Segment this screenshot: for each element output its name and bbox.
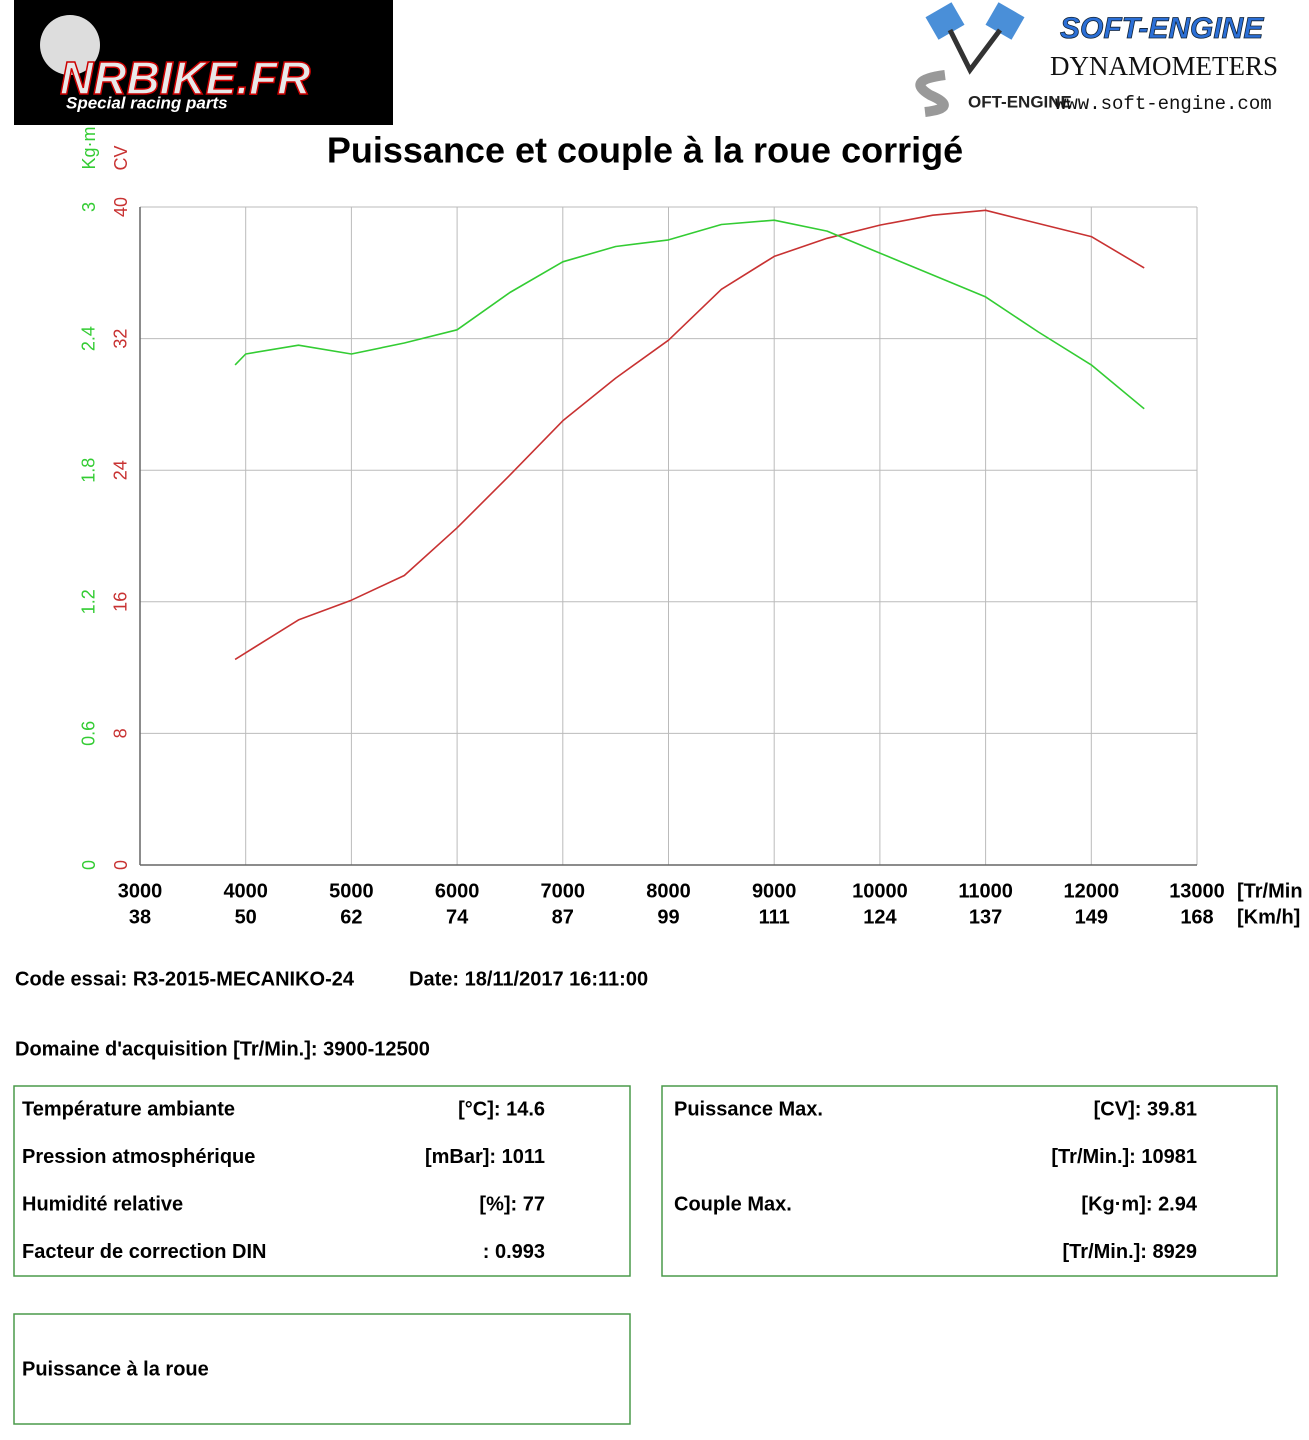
x2-tick-label: 74 [446,906,469,928]
dynamometers: DYNAMOMETERS [1050,51,1278,81]
acquisition: Domaine d'acquisition [Tr/Min.]: 3900-12… [15,1038,430,1060]
x-tick-label: 10000 [852,880,908,902]
y-tick-label: 32 [111,329,131,349]
y-tick-label: 24 [111,460,131,480]
y2-tick-label: 3 [79,202,99,212]
x-tick-label: 13000 [1169,880,1225,902]
series-line [234,209,1145,661]
soft-engine-url: www.soft-engine.com [1055,93,1272,115]
x-tick-label: 9000 [752,880,797,902]
maxima-box [661,1085,1278,1277]
conditions-box [13,1085,631,1277]
row-value: [mBar]: 1011 [425,1146,545,1168]
test-code: Code essai: R3-2015-MECANIKO-24 [15,968,355,990]
x2-tick-label: 50 [235,906,257,928]
y-axis-label: CV [111,145,131,170]
x2-tick-label: 99 [657,906,679,928]
row-label: Humidité relative [22,1193,183,1215]
x-tick-label: 12000 [1063,880,1119,902]
row-value: [CV]: 39.81 [1094,1098,1197,1120]
y2-axis-label: Kg·m [79,126,99,169]
x-tick-label: 6000 [435,880,480,902]
row-label: Couple Max. [674,1193,792,1215]
test-date: Date: 18/11/2017 16:11:00 [409,968,648,990]
x2-tick-label: 111 [759,906,790,928]
y2-tick-label: 1.2 [79,589,99,614]
y-tick-label: 8 [111,728,131,738]
row-label: Pression atmosphérique [22,1146,255,1168]
x2-tick-label: 124 [863,906,897,928]
y2-tick-label: 2.4 [79,326,99,351]
x2-tick-label: 38 [129,906,151,928]
row-value: [Kg·m]: 2.94 [1081,1193,1197,1215]
row-value: [%]: 77 [479,1193,545,1215]
soft-engine-mark: OFT-ENGINE [968,92,1072,111]
nrbike-logo: NRBIKE.FR [60,52,310,104]
row-value: : 0.993 [483,1241,545,1263]
rider-icon [40,15,100,75]
chart-title: Puissance et couple à la roue corrigé [327,130,963,171]
x-tick-label: 7000 [541,880,586,902]
x2-tick-label: 87 [552,906,574,928]
x2-tick-label: 137 [969,906,1002,928]
row-value: [°C]: 14.6 [458,1098,545,1120]
x-tick-label: 11000 [958,880,1013,902]
y-tick-label: 16 [111,592,131,612]
wheel-power: Puissance à la roue [22,1358,209,1380]
y-tick-label: 40 [111,197,131,217]
row-label: Température ambiante [22,1098,235,1120]
row-value: [Tr/Min.]: 8929 [1063,1241,1197,1263]
x-tick-label: 4000 [223,880,268,902]
y2-tick-label: 1.8 [79,458,99,483]
row-label: Facteur de correction DIN [22,1241,267,1263]
y2-tick-label: 0.6 [79,721,99,746]
x-tick-label: 8000 [646,880,691,902]
row-label: Puissance Max. [674,1098,823,1120]
y-tick-label: 0 [111,860,131,870]
x2-tick-label: 62 [340,906,362,928]
wheel-power-box [13,1313,631,1425]
x2-unit: [Km/h] [1237,906,1300,928]
x-tick-label: 5000 [329,880,374,902]
x2-tick-label: 168 [1180,906,1213,928]
soft-engine-icon [915,2,1025,117]
soft-engine-logo: SOFT-ENGINE [1060,12,1264,45]
series-line [234,219,1145,410]
x2-tick-label: 149 [1075,906,1108,928]
x-tick-label: 3000 [118,880,163,902]
nrbike-slogan: Special racing parts [66,93,228,112]
x-unit: [Tr/Min [1237,880,1303,902]
row-value: [Tr/Min.]: 10981 [1051,1146,1197,1168]
y2-tick-label: 0 [79,860,99,870]
